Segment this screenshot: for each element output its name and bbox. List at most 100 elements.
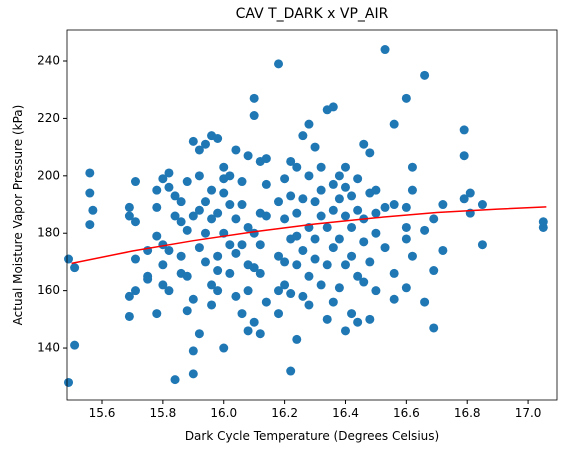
scatter-point	[130, 217, 140, 227]
y-axis-label: Actual Moisture Vapor Pressure (kPa)	[11, 105, 25, 326]
y-tick-label: 220	[37, 111, 60, 125]
scatter-point	[316, 185, 326, 195]
scatter-point	[164, 245, 174, 255]
scatter-point	[429, 214, 439, 224]
scatter-point	[328, 297, 338, 307]
scatter-point	[420, 225, 430, 235]
scatter-point	[249, 263, 259, 273]
scatter-point	[292, 260, 302, 270]
x-tick-label: 15.8	[150, 406, 177, 420]
scatter-point	[124, 211, 134, 221]
scatter-point	[200, 228, 210, 238]
scatter-point	[64, 254, 74, 264]
scatter-point	[459, 194, 469, 204]
x-tick-label: 16.4	[332, 406, 359, 420]
scatter-point	[353, 317, 363, 327]
scatter-point	[310, 234, 320, 244]
scatter-point	[200, 197, 210, 207]
scatter-point	[182, 225, 192, 235]
y-tick-label: 200	[37, 168, 60, 182]
scatter-point	[243, 151, 253, 161]
scatter-point	[286, 366, 296, 376]
x-tick-label: 16.2	[271, 406, 298, 420]
scatter-point	[219, 343, 229, 353]
scatter-point	[365, 314, 375, 324]
scatter-point	[243, 222, 253, 232]
scatter-point	[170, 191, 180, 201]
scatter-point	[243, 286, 253, 296]
scatter-point	[261, 297, 271, 307]
scatter-point	[237, 309, 247, 319]
scatter-point	[261, 211, 271, 221]
scatter-point	[249, 228, 259, 238]
scatter-point	[340, 260, 350, 270]
scatter-point	[359, 277, 369, 287]
scatter-point	[170, 375, 180, 385]
scatter-point	[255, 240, 265, 250]
y-tick-label: 240	[37, 54, 60, 68]
x-tick-label: 16.0	[210, 406, 237, 420]
scatter-point	[359, 237, 369, 247]
scatter-point	[213, 134, 223, 144]
scatter-point	[176, 217, 186, 227]
scatter-point	[249, 111, 259, 121]
scatter-point	[152, 185, 162, 195]
scatter-point	[316, 211, 326, 221]
scatter-point	[130, 286, 140, 296]
scatter-point	[280, 214, 290, 224]
scatter-point	[401, 202, 411, 212]
scatter-point	[334, 171, 344, 181]
scatter-point	[286, 191, 296, 201]
scatter-point	[182, 177, 192, 187]
scatter-point	[124, 291, 134, 301]
scatter-point	[225, 268, 235, 278]
scatter-point	[200, 139, 210, 149]
scatter-point	[85, 220, 95, 230]
scatter-point	[188, 346, 198, 356]
x-tick-label: 15.6	[89, 406, 116, 420]
scatter-point	[316, 280, 326, 290]
scatter-point	[182, 271, 192, 281]
scatter-point	[371, 228, 381, 238]
scatter-point	[328, 179, 338, 189]
scatter-point	[280, 280, 290, 290]
x-tick-label: 16.8	[454, 406, 481, 420]
plot-frame	[66, 29, 558, 401]
scatter-point	[401, 93, 411, 103]
scatter-point	[389, 200, 399, 210]
scatter-point	[274, 251, 284, 261]
scatter-point	[340, 211, 350, 221]
scatter-point	[365, 257, 375, 267]
scatter-point	[188, 211, 198, 221]
scatter-point	[438, 200, 448, 210]
scatter-point	[292, 208, 302, 218]
scatter-point	[88, 205, 98, 215]
scatter-point	[225, 200, 235, 210]
scatter-point	[353, 174, 363, 184]
scatter-point	[237, 177, 247, 187]
scatter-point	[380, 202, 390, 212]
scatter-point	[164, 168, 174, 178]
scatter-point	[353, 271, 363, 281]
scatter-point	[143, 271, 153, 281]
scatter-point	[207, 185, 217, 195]
scatter-point	[85, 168, 95, 178]
scatter-point	[459, 125, 469, 135]
scatter-point	[207, 214, 217, 224]
scatter-point	[304, 171, 314, 181]
scatter-point	[328, 243, 338, 253]
scatter-point	[158, 174, 168, 184]
scatter-point	[401, 234, 411, 244]
scatter-point	[298, 291, 308, 301]
y-tick-label: 160	[37, 283, 60, 297]
scatter-point	[371, 286, 381, 296]
scatter-point	[219, 162, 229, 172]
scatter-point	[328, 102, 338, 112]
scatter-point	[176, 251, 186, 261]
scatter-point	[274, 286, 284, 296]
scatter-point	[164, 286, 174, 296]
scatter-point	[124, 311, 134, 321]
scatter-point	[365, 148, 375, 158]
scatter-point	[298, 131, 308, 141]
scatter-point	[213, 251, 223, 261]
